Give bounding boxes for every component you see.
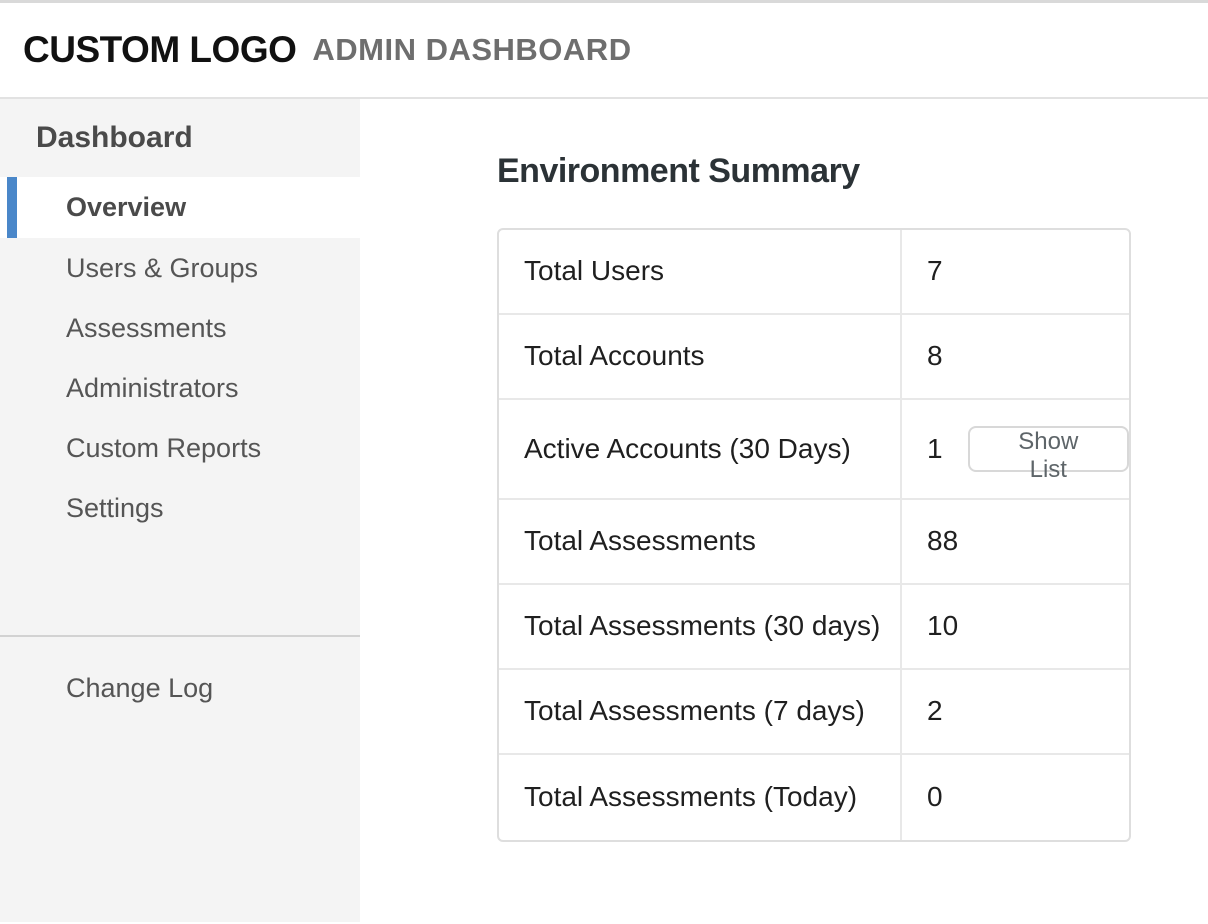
table-row-assessments-7-days: Total Assessments (7 days) 2	[499, 669, 1129, 755]
row-value: 8	[927, 340, 943, 372]
table-row-total-users: Total Users 7	[499, 229, 1129, 315]
sidebar-item-label: Overview	[66, 192, 187, 222]
sidebar-item-change-log[interactable]: Change Log	[0, 658, 360, 718]
app-header: CUSTOM LOGO ADMIN DASHBOARD	[0, 3, 1208, 99]
sidebar-item-label: Custom Reports	[66, 432, 262, 463]
row-value: 2	[927, 695, 943, 727]
app-title: ADMIN DASHBOARD	[312, 32, 632, 67]
row-label: Total Assessments	[499, 499, 902, 583]
show-list-button[interactable]: Show List	[967, 425, 1129, 483]
row-label: Total Assessments (30 days)	[499, 584, 902, 668]
sidebar-footer-menu: Change Log	[0, 658, 360, 718]
row-value: 88	[927, 525, 959, 557]
sidebar-item-overview[interactable]: Overview	[0, 177, 360, 238]
sidebar-item-custom-reports[interactable]: Custom Reports	[0, 418, 360, 478]
sidebar: Dashboard Overview Users & Groups Assess…	[0, 99, 360, 922]
sidebar-item-label: Change Log	[66, 672, 214, 703]
row-label: Total Assessments (Today)	[499, 754, 902, 840]
page-layout: Dashboard Overview Users & Groups Assess…	[0, 99, 1208, 922]
row-value: 1	[927, 432, 943, 464]
table-row-assessments-today: Total Assessments (Today) 0	[499, 754, 1129, 840]
row-label: Total Users	[499, 229, 902, 313]
sidebar-item-users-groups[interactable]: Users & Groups	[0, 238, 360, 298]
active-indicator	[7, 177, 17, 238]
row-value-with-action: 1 Show List	[902, 400, 1129, 498]
sidebar-item-assessments[interactable]: Assessments	[0, 298, 360, 358]
sidebar-item-label: Assessments	[66, 312, 227, 343]
sidebar-item-label: Settings	[66, 492, 164, 523]
row-label: Total Accounts	[499, 314, 902, 398]
sidebar-menu: Overview Users & Groups Assessments Admi…	[0, 177, 360, 538]
environment-summary-table: Total Users 7 Total Accounts 8 Active Ac…	[497, 227, 1131, 842]
top-accent-bar	[0, 0, 1208, 3]
table-row-active-accounts: Active Accounts (30 Days) 1 Show List	[499, 399, 1129, 500]
sidebar-section-title: Dashboard	[36, 121, 193, 154]
page-title: Environment Summary	[497, 152, 860, 190]
custom-logo: CUSTOM LOGO	[23, 29, 297, 70]
table-row-total-assessments: Total Assessments 88	[499, 499, 1129, 585]
main-content: Environment Summary Total Users 7 Total …	[360, 99, 1208, 922]
sidebar-item-administrators[interactable]: Administrators	[0, 358, 360, 418]
row-label: Active Accounts (30 Days)	[499, 399, 902, 498]
row-value: 10	[927, 610, 959, 642]
table-row-assessments-30-days: Total Assessments (30 days) 10	[499, 584, 1129, 670]
sidebar-item-label: Users & Groups	[66, 252, 259, 283]
sidebar-divider	[0, 635, 360, 637]
row-value: 0	[927, 781, 943, 813]
table-row-total-accounts: Total Accounts 8	[499, 314, 1129, 400]
row-value: 7	[927, 255, 943, 287]
sidebar-item-label: Administrators	[66, 372, 239, 403]
sidebar-item-settings[interactable]: Settings	[0, 478, 360, 538]
row-label: Total Assessments (7 days)	[499, 669, 902, 753]
